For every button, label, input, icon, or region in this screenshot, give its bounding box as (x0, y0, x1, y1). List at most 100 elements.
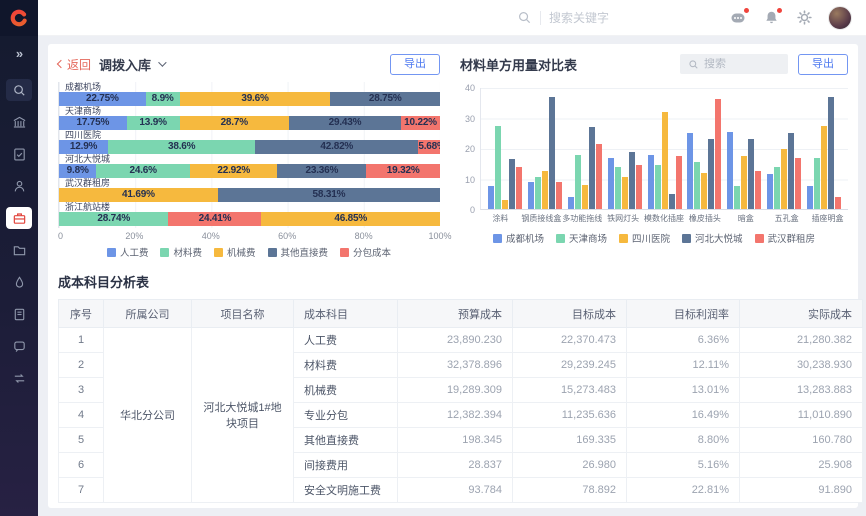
sidebar-item-cost-active[interactable] (6, 207, 32, 229)
legend-swatch (267, 247, 277, 257)
search-icon (13, 84, 25, 96)
value-cell: 13,283.883 (739, 377, 863, 403)
bar-segment: 17.75% (59, 116, 127, 130)
legend-item: 人工费 (106, 245, 148, 259)
stock-panel-title-dropdown[interactable]: 调拨入库 (99, 55, 167, 74)
sidebar-item-documents[interactable] (6, 143, 32, 165)
column-header: 成本科目 (293, 299, 398, 328)
stacked-bar-row: 天津商场 17.75% 13.9% 28.7% 29.43% 10.22% (59, 106, 440, 130)
bar (494, 125, 501, 209)
value-cell: 29,239.245 (512, 352, 627, 378)
grouped-bars (481, 88, 848, 209)
grouped-y-axis: 0 10 20 30 40 (460, 83, 480, 215)
back-link[interactable]: 返回 (56, 56, 91, 73)
sidebar-item-company[interactable] (6, 111, 32, 133)
legend-label: 材料费 (173, 248, 202, 259)
bar (661, 112, 668, 209)
legend-label: 成都机场 (505, 234, 544, 245)
value-cell: 160.780 (739, 427, 863, 453)
bar-group (605, 88, 645, 209)
row-index-cell: 4 (58, 402, 104, 428)
column-header: 预算成本 (397, 299, 513, 328)
bar (694, 162, 701, 209)
legend-label: 分包成本 (353, 248, 392, 259)
export-button-right[interactable]: 导出 (798, 53, 848, 75)
bar (501, 199, 508, 209)
bar-segment: 38.6% (108, 140, 256, 154)
gear-icon[interactable] (795, 9, 813, 27)
sidebar-item-personnel[interactable] (6, 175, 32, 197)
bar-category-label: 武汉群租房 (65, 178, 111, 188)
expand-icon[interactable]: » (15, 46, 23, 61)
legend-label: 其他直接费 (280, 248, 329, 259)
bar (687, 133, 694, 209)
value-cell: 5.16% (626, 452, 740, 478)
folder-icon (13, 245, 25, 255)
global-search[interactable] (517, 10, 659, 25)
stacked-bar: 22.75% 8.9% 39.6% 28.75% (59, 92, 440, 106)
search-icon (689, 59, 698, 69)
value-cell: 78.892 (512, 477, 627, 503)
user-avatar[interactable] (828, 5, 852, 30)
axis-category-label: 钢质接线盒 (521, 214, 562, 223)
value-cell: 11,235.636 (512, 402, 627, 428)
column-header: 所属公司 (103, 299, 192, 328)
bar-segment: 8.9% (145, 92, 180, 106)
bar (715, 98, 722, 209)
table-row: 6 间接费用 28.837 26.980 5.16% 25.908 (58, 452, 863, 478)
sidebar-item-ledger[interactable] (6, 303, 32, 325)
bar (668, 193, 675, 209)
bar-category-label: 浙江航站楼 (65, 202, 111, 212)
bar-segment: 9.8% (59, 164, 97, 178)
cost-table: 序号 所属公司 项目名称 成本科目 预算成本 目标成本 目标利润率 实际成本 1 华北分公司 河北… (58, 299, 863, 503)
bar (487, 186, 494, 209)
legend-swatch (492, 233, 502, 243)
bar (541, 171, 548, 209)
subject-cell: 人工费 (293, 327, 398, 353)
message-icon[interactable] (729, 7, 749, 27)
material-usage-chart-section: 材料单方用量对比表 导出 0 10 20 30 40 (460, 52, 848, 266)
axis-category-label: 多功能拖线 (562, 214, 603, 223)
value-cell: 6.36% (626, 327, 740, 353)
sidebar-item-messages[interactable] (6, 335, 32, 357)
axis-tick-label: 80% (354, 231, 373, 241)
bar (708, 139, 715, 209)
legend-item: 分包成本 (340, 245, 391, 259)
value-cell: 23,890.230 (397, 327, 513, 353)
drop-icon (15, 275, 23, 288)
material-search[interactable] (680, 54, 788, 74)
sidebar-item-files[interactable] (6, 239, 32, 261)
sidebar-item-search[interactable] (6, 79, 32, 101)
cost-table-body: 1 华北分公司 河北大悦城1#地块项目 人工费 23,890.230 22,370.473… (58, 327, 863, 503)
stacked-bar: 9.8% 24.6% 22.92% 23.36% 19.32% (59, 164, 440, 178)
app-logo[interactable] (0, 0, 38, 36)
chat-icon (13, 340, 25, 352)
axis-tick-label: 60% (278, 231, 297, 241)
axis-tick-label: 40 (464, 83, 475, 93)
table-row: 5 其他直接费 198.345 169.335 8.80% 160.780 (58, 427, 863, 453)
stacked-rows: 成都机场 22.75% 8.9% 39.6% 28.75% 天津商场 17.75% 13.9%… (58, 82, 440, 228)
global-search-input[interactable] (549, 10, 659, 25)
row-index-cell: 3 (58, 377, 104, 403)
sidebar-item-materials[interactable] (6, 271, 32, 293)
sidebar-item-workflow[interactable] (6, 367, 32, 389)
bell-icon[interactable] (762, 7, 782, 27)
legend-label: 四川医院 (631, 234, 670, 245)
legend-swatch (618, 233, 628, 243)
bar (734, 186, 741, 209)
content-panel: 返回 调拨入库 导出 成都机场 22.75% 8.9% 39.6% 28.75% 天津商场… (48, 44, 863, 508)
stacked-bar-row: 浙江航站楼 28.74% 24.41% 46.85% (59, 202, 440, 226)
subject-cell: 间接费用 (293, 452, 398, 478)
export-button-left[interactable]: 导出 (390, 53, 440, 75)
axis-tick-label: 0 (58, 231, 64, 241)
material-search-input[interactable] (704, 58, 774, 70)
bar-category-label: 河北大悦城 (65, 154, 111, 164)
row-index-cell: 5 (58, 427, 104, 453)
stacked-bar: 12.9%38.6%42.82%5.68% (59, 140, 440, 154)
value-cell: 25.908 (739, 452, 863, 478)
material-panel-title: 材料单方用量对比表 (460, 57, 578, 73)
legend-item: 机械费 (213, 245, 256, 259)
bar-segment: 10.22% (401, 116, 440, 130)
subject-cell: 材料费 (293, 352, 398, 378)
